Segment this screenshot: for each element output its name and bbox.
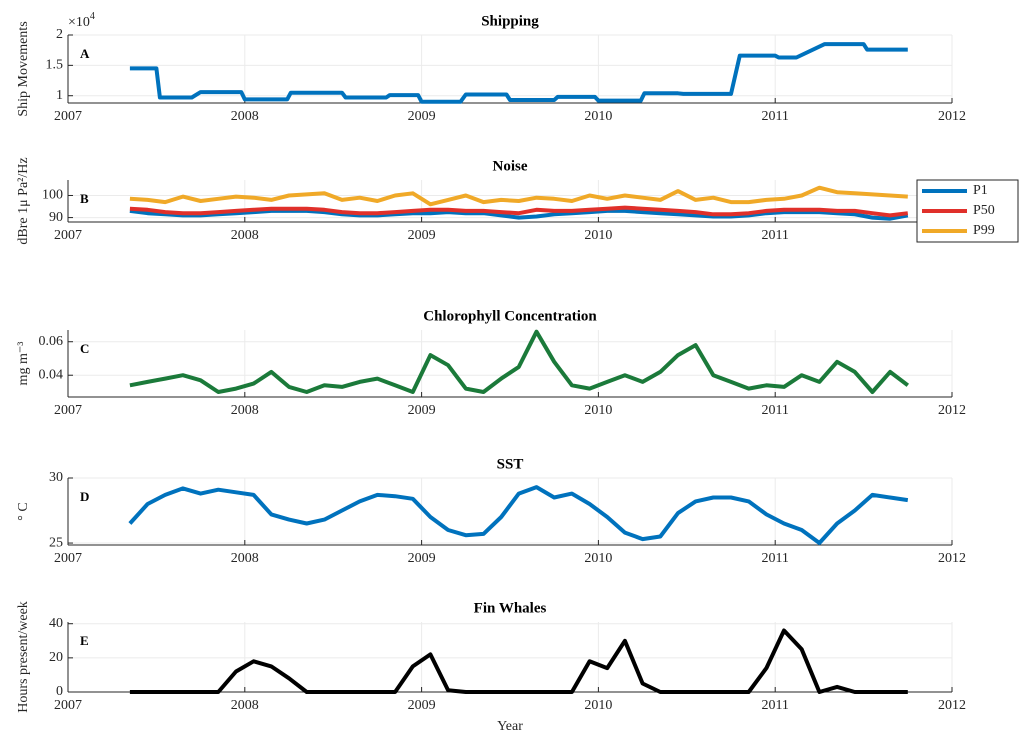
y-axis-label: dBre 1μ Pa²/Hz <box>16 157 31 244</box>
y-tick-label: 1 <box>56 88 63 103</box>
x-tick-label: 2011 <box>761 698 788 713</box>
y-tick-label: 40 <box>49 616 63 631</box>
y-axis-label: ° C <box>16 502 31 520</box>
y-tick-label: 25 <box>49 535 63 550</box>
multiplier-exponent: 4 <box>90 11 95 22</box>
x-tick-label: 2009 <box>408 228 436 243</box>
x-tick-label: 2008 <box>231 228 259 243</box>
y-tick-label: 0.06 <box>39 334 64 349</box>
data-line <box>128 485 909 545</box>
panel-label: A <box>80 46 90 61</box>
panel-label: E <box>80 633 89 648</box>
panel-label: C <box>80 341 89 356</box>
x-tick-label: 2012 <box>938 551 966 566</box>
x-tick-label: 2012 <box>938 698 966 713</box>
x-tick-label: 2008 <box>231 551 259 566</box>
data-line <box>129 628 908 694</box>
x-tick-label: 2007 <box>54 403 82 418</box>
y-axis-label: mg m⁻³ <box>16 342 31 386</box>
data-line <box>129 42 908 104</box>
legend-label: P99 <box>973 223 995 238</box>
x-tick-label: 2011 <box>761 228 788 243</box>
y-tick-label: 0 <box>56 684 63 699</box>
legend-label: P50 <box>973 203 995 218</box>
x-tick-label: 2012 <box>938 403 966 418</box>
legend-label: P1 <box>973 183 988 198</box>
x-tick-label: 2007 <box>54 551 82 566</box>
x-tick-label: 2009 <box>408 109 436 124</box>
y-axis-label: Ship Movements <box>16 21 31 116</box>
chart-title: SST <box>497 456 524 472</box>
chart-title: Chlorophyll Concentration <box>423 308 597 324</box>
data-line <box>129 185 908 207</box>
axis-multiplier: ×104 <box>68 11 95 30</box>
panel-label: B <box>80 191 89 206</box>
chart-title: Noise <box>493 158 528 174</box>
chart-title: Fin Whales <box>474 600 547 616</box>
x-tick-label: 2007 <box>54 698 82 713</box>
x-tick-label: 2011 <box>761 551 788 566</box>
x-tick-label: 2010 <box>584 403 612 418</box>
x-tick-label: 2008 <box>231 403 259 418</box>
y-tick-label: 30 <box>49 470 63 485</box>
y-tick-label: 90 <box>49 210 63 225</box>
x-tick-label: 2009 <box>408 551 436 566</box>
x-axis-label: Year <box>497 719 523 734</box>
y-axis-label: Hours present/week <box>16 601 31 713</box>
data-line <box>129 208 909 221</box>
x-tick-label: 2009 <box>408 403 436 418</box>
x-tick-label: 2011 <box>761 109 788 124</box>
x-tick-label: 2010 <box>584 551 612 566</box>
x-tick-label: 2008 <box>231 698 259 713</box>
x-tick-label: 2007 <box>54 109 82 124</box>
x-tick-label: 2010 <box>584 228 612 243</box>
y-tick-label: 100 <box>42 188 63 203</box>
x-tick-label: 2012 <box>938 109 966 124</box>
multiplier-base: ×10 <box>68 15 90 30</box>
y-tick-label: 20 <box>49 650 63 665</box>
panel-label: D <box>80 489 89 504</box>
data-line <box>129 329 910 394</box>
x-tick-label: 2008 <box>231 109 259 124</box>
y-tick-label: 2 <box>56 27 63 42</box>
x-tick-label: 2011 <box>761 403 788 418</box>
x-tick-label: 2010 <box>584 698 612 713</box>
x-tick-label: 2010 <box>584 109 612 124</box>
y-tick-label: 1.5 <box>46 58 64 73</box>
x-tick-label: 2009 <box>408 698 436 713</box>
chart-title: Shipping <box>481 13 539 29</box>
y-tick-label: 0.04 <box>39 367 64 382</box>
x-tick-label: 2007 <box>54 228 82 243</box>
data-line <box>129 205 909 218</box>
